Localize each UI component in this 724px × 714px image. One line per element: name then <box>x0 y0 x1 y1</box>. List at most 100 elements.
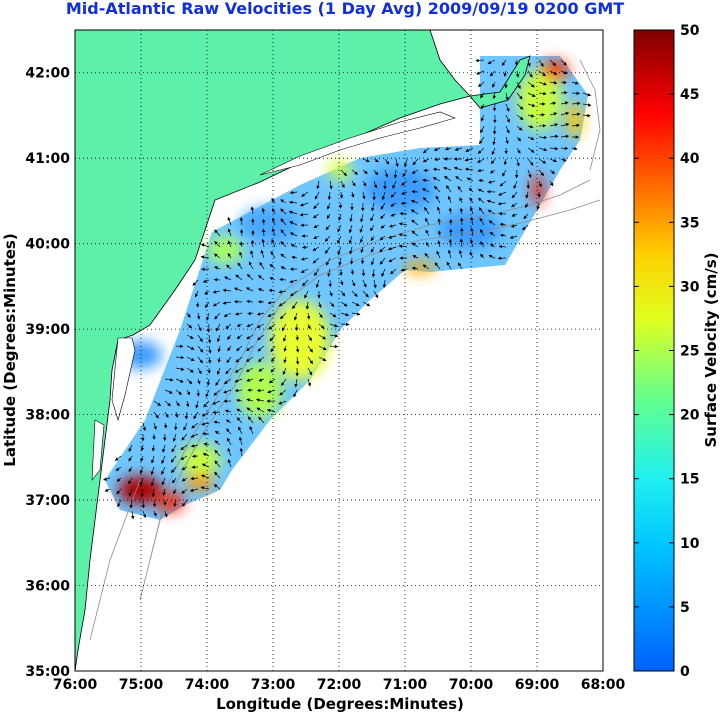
velocity-arrow <box>381 191 386 201</box>
velocity-arrow <box>189 488 199 492</box>
velocity-arrow <box>272 208 276 215</box>
velocity-arrow <box>477 188 485 193</box>
velocity-arrow <box>142 422 146 432</box>
velocity-arrow <box>307 356 314 365</box>
velocity-arrow <box>516 147 521 154</box>
velocity-arrow <box>351 279 356 287</box>
velocity-arrow <box>329 312 337 318</box>
velocity-arrow <box>258 275 265 281</box>
velocity-arrow <box>205 301 210 309</box>
velocity-arrow <box>236 408 243 413</box>
velocity-arrow <box>560 80 567 85</box>
velocity-arrow <box>214 440 221 446</box>
velocity-arrow <box>216 367 221 375</box>
velocity-arrow <box>239 241 244 248</box>
velocity-arrow <box>280 253 287 259</box>
velocity-arrow <box>201 463 210 468</box>
velocity-arrow <box>295 356 300 365</box>
velocity-arrow <box>250 250 254 259</box>
velocity-arrow <box>315 279 320 288</box>
velocity-arrow <box>200 486 210 490</box>
velocity-arrow <box>140 455 144 463</box>
velocity-arrow <box>489 169 496 174</box>
velocity-arrow <box>362 169 368 175</box>
velocity-arrow <box>509 235 518 239</box>
velocity-arrow <box>382 279 387 289</box>
velocity-arrow <box>538 70 546 77</box>
velocity-arrow <box>203 400 210 408</box>
velocity-arrow <box>401 191 408 195</box>
y-tick-label: 42:00 <box>25 66 70 82</box>
velocity-arrow <box>370 213 375 222</box>
velocity-arrow <box>560 111 570 116</box>
velocity-arrow <box>206 312 210 321</box>
x-tick-label: 71:00 <box>383 677 428 693</box>
x-tick-label: 69:00 <box>515 677 560 693</box>
velocity-arrow <box>202 279 210 283</box>
velocity-arrow <box>560 101 569 105</box>
y-tick-label: 37:00 <box>25 493 70 509</box>
velocity-arrow <box>349 213 353 223</box>
velocity-arrow <box>246 345 254 352</box>
velocity-arrow <box>351 290 358 297</box>
velocity-arrow <box>186 356 195 361</box>
colorbar-tick-label: 0 <box>680 664 690 680</box>
velocity-arrow <box>362 290 369 298</box>
velocity-arrow <box>401 180 408 186</box>
velocity-arrow <box>278 301 287 307</box>
velocity-arrow <box>292 301 298 310</box>
velocity-arrow <box>173 488 177 495</box>
velocity-arrow <box>582 103 592 107</box>
velocity-arrow <box>444 175 452 182</box>
velocity-arrow <box>197 378 201 385</box>
velocity-arrow <box>239 447 244 457</box>
velocity-arrow <box>246 274 254 281</box>
velocity-arrow <box>266 408 276 413</box>
velocity-arrow <box>370 235 375 242</box>
velocity-arrow <box>153 422 157 430</box>
velocity-arrow <box>433 185 441 193</box>
velocity-arrow <box>180 444 188 451</box>
colorbar-tick-label: 20 <box>680 408 700 424</box>
velocity-arrow <box>560 158 567 162</box>
velocity-arrow <box>280 312 287 320</box>
y-tick-label: 40:00 <box>25 237 70 253</box>
velocity-arrow <box>162 488 166 496</box>
velocity-arrow <box>150 477 155 487</box>
velocity-arrow <box>443 166 452 171</box>
velocity-arrow <box>340 312 350 317</box>
velocity-arrow <box>324 246 331 254</box>
velocity-arrow <box>115 466 122 472</box>
velocity-arrow <box>445 185 452 193</box>
velocity-arrow <box>525 202 529 209</box>
velocity-arrow <box>475 58 485 63</box>
velocity-arrow <box>186 323 193 329</box>
velocity-arrow <box>421 188 430 193</box>
velocity-arrow <box>337 246 342 256</box>
velocity-arrow <box>280 229 287 237</box>
velocity-arrow <box>436 250 441 259</box>
velocity-arrow <box>223 312 232 317</box>
velocity-arrow <box>128 444 133 453</box>
velocity-arrow <box>348 224 353 234</box>
velocity-arrow <box>269 334 276 342</box>
velocity-arrow <box>261 218 266 226</box>
velocity-arrow <box>511 213 518 217</box>
velocity-arrow <box>549 101 557 106</box>
velocity-arrow <box>454 147 463 151</box>
velocity-arrow <box>340 279 344 286</box>
velocity-arrow <box>162 444 166 453</box>
velocity-arrow <box>236 345 243 352</box>
velocity-arrow <box>527 103 536 108</box>
velocity-arrow <box>327 202 331 210</box>
velocity-arrow <box>477 197 485 204</box>
velocity-arrow <box>213 253 221 259</box>
velocity-arrow <box>174 411 179 418</box>
velocity-arrow <box>181 477 188 482</box>
velocity-arrow <box>214 266 221 270</box>
velocity-arrow <box>104 488 111 492</box>
x-axis-label: Longitude (Degrees:Minutes) <box>216 695 464 713</box>
velocity-arrow <box>245 367 254 372</box>
velocity-arrow <box>340 322 350 327</box>
velocity-arrow <box>489 70 496 77</box>
